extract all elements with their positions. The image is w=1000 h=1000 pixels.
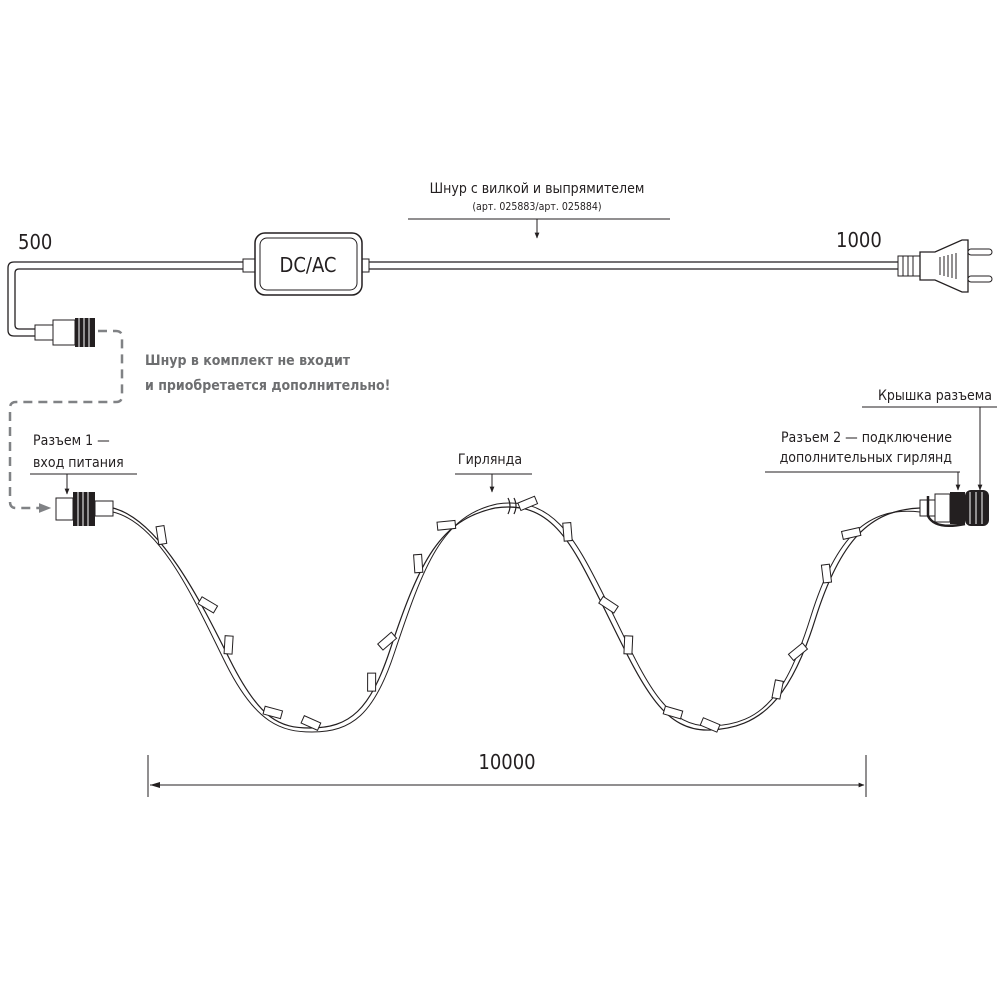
length-left: 500 xyxy=(18,230,52,254)
led-clip-icon xyxy=(662,705,684,720)
led-clip-icon xyxy=(436,519,457,531)
note-line-1: Шнур в комплект не входит xyxy=(145,353,351,369)
led-clip-icon xyxy=(300,715,322,731)
led-clip-icon xyxy=(623,635,634,655)
plug-icon xyxy=(897,239,993,293)
led-clip-icon xyxy=(367,672,377,692)
led-clip-icon xyxy=(820,563,833,584)
led-clip-icon xyxy=(699,717,721,733)
rectifier-label: DC/AC xyxy=(279,253,336,277)
break-mark-icon xyxy=(507,497,517,515)
led-clip-icon xyxy=(598,595,619,614)
connector2-label-1: Разъем 2 — подключение xyxy=(781,430,952,446)
led-clip-icon xyxy=(517,495,539,512)
led-clip-icon xyxy=(787,642,809,662)
led-clip-icon xyxy=(155,525,168,546)
led-clips xyxy=(155,495,862,733)
length-right: 1000 xyxy=(836,228,882,252)
dimension-line xyxy=(147,755,867,797)
led-clip-icon xyxy=(197,596,219,614)
note-line-2: и приобретается дополнительно! xyxy=(145,378,390,394)
led-clip-icon xyxy=(562,522,573,542)
led-clip-icon xyxy=(413,553,424,574)
connector2-label-2: дополнительных гирлянд xyxy=(780,450,953,466)
led-clip-icon xyxy=(771,679,784,700)
led-clip-icon xyxy=(377,631,398,651)
connector1-icon xyxy=(55,492,114,526)
led-clip-icon xyxy=(262,705,284,720)
power-cord: DC/AC xyxy=(7,232,993,347)
cord-title: Шнур с вилкой и выпрямителем xyxy=(430,181,645,197)
rectifier-box: DC/AC xyxy=(242,232,370,296)
connector1-label-1: Разъем 1 — xyxy=(33,433,110,449)
connector2-icon xyxy=(919,490,989,527)
cord-connector-icon xyxy=(34,318,95,347)
dashed-connection-line xyxy=(8,329,124,513)
connector1-label-2: вход питания xyxy=(33,455,124,471)
led-clip-icon xyxy=(840,526,862,540)
garland-label: Гирлянда xyxy=(458,452,522,468)
cap-label: Крышка разъема xyxy=(878,388,992,404)
led-clip-icon xyxy=(223,635,234,655)
dimension-length: 10000 xyxy=(478,750,535,774)
garland-wire xyxy=(112,497,921,733)
cord-article: (арт. 025883/арт. 025884) xyxy=(472,201,601,213)
